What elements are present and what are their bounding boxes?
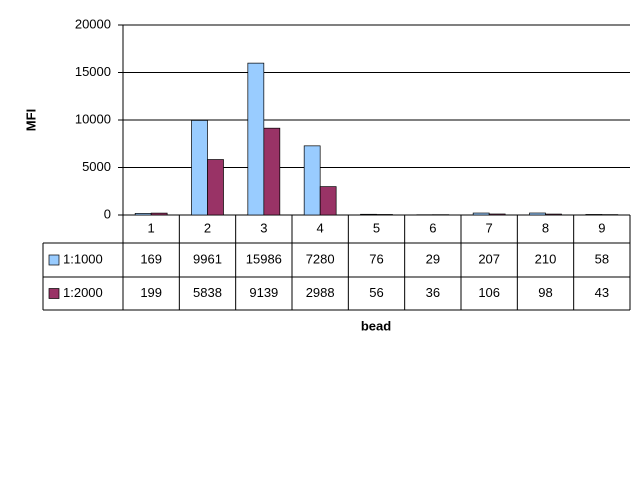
- bar: [319, 186, 337, 216]
- table-value: 36: [426, 285, 440, 300]
- table-value: 9139: [249, 285, 278, 300]
- table-value: 76: [369, 251, 383, 266]
- bar: [263, 127, 281, 216]
- table-value: 2988: [306, 285, 335, 300]
- bar: [529, 212, 546, 216]
- table-value: 9961: [193, 251, 222, 266]
- x-tick-label: 1: [148, 220, 155, 235]
- bar: [472, 212, 490, 216]
- table-value: 56: [369, 285, 383, 300]
- bar: [191, 120, 208, 216]
- y-tick-label: 10000: [75, 111, 111, 126]
- bar: [488, 213, 506, 216]
- legend-label: 1:2000: [63, 285, 103, 300]
- bar: [303, 145, 321, 216]
- bar: [247, 62, 265, 216]
- bar: [376, 214, 393, 216]
- x-tick-label: 6: [429, 220, 436, 235]
- bar: [134, 213, 152, 216]
- x-axis-label: bead: [361, 318, 391, 333]
- table-value: 169: [140, 251, 162, 266]
- x-tick-label: 9: [598, 220, 605, 235]
- x-tick-label: 7: [486, 220, 493, 235]
- bar: [545, 213, 562, 216]
- table-value: 199: [140, 285, 162, 300]
- bar: [207, 159, 224, 216]
- table-value: 15986: [246, 251, 282, 266]
- table-value: 43: [595, 285, 609, 300]
- legend-swatch: [48, 288, 60, 299]
- x-tick-label: 2: [204, 220, 211, 235]
- table-value: 106: [478, 285, 500, 300]
- legend-label: 1:1000: [63, 251, 103, 266]
- table-value: 207: [478, 251, 500, 266]
- bar: [585, 214, 603, 216]
- x-tick-label: 8: [542, 220, 549, 235]
- table-value: 58: [595, 251, 609, 266]
- y-tick-label: 20000: [75, 16, 111, 31]
- y-tick-label: 15000: [75, 64, 111, 79]
- x-tick-label: 4: [317, 220, 324, 235]
- y-tick-label: 5000: [82, 159, 111, 174]
- table-value: 7280: [306, 251, 335, 266]
- table-value: 29: [426, 251, 440, 266]
- x-tick-label: 3: [260, 220, 267, 235]
- bar: [150, 212, 168, 216]
- y-tick-label: 0: [104, 206, 111, 221]
- x-tick-label: 5: [373, 220, 380, 235]
- table-value: 5838: [193, 285, 222, 300]
- table-value: 98: [538, 285, 552, 300]
- legend-swatch: [48, 254, 60, 266]
- bar: [360, 213, 377, 216]
- table-value: 210: [535, 251, 557, 266]
- y-axis-label: MFI: [23, 109, 38, 131]
